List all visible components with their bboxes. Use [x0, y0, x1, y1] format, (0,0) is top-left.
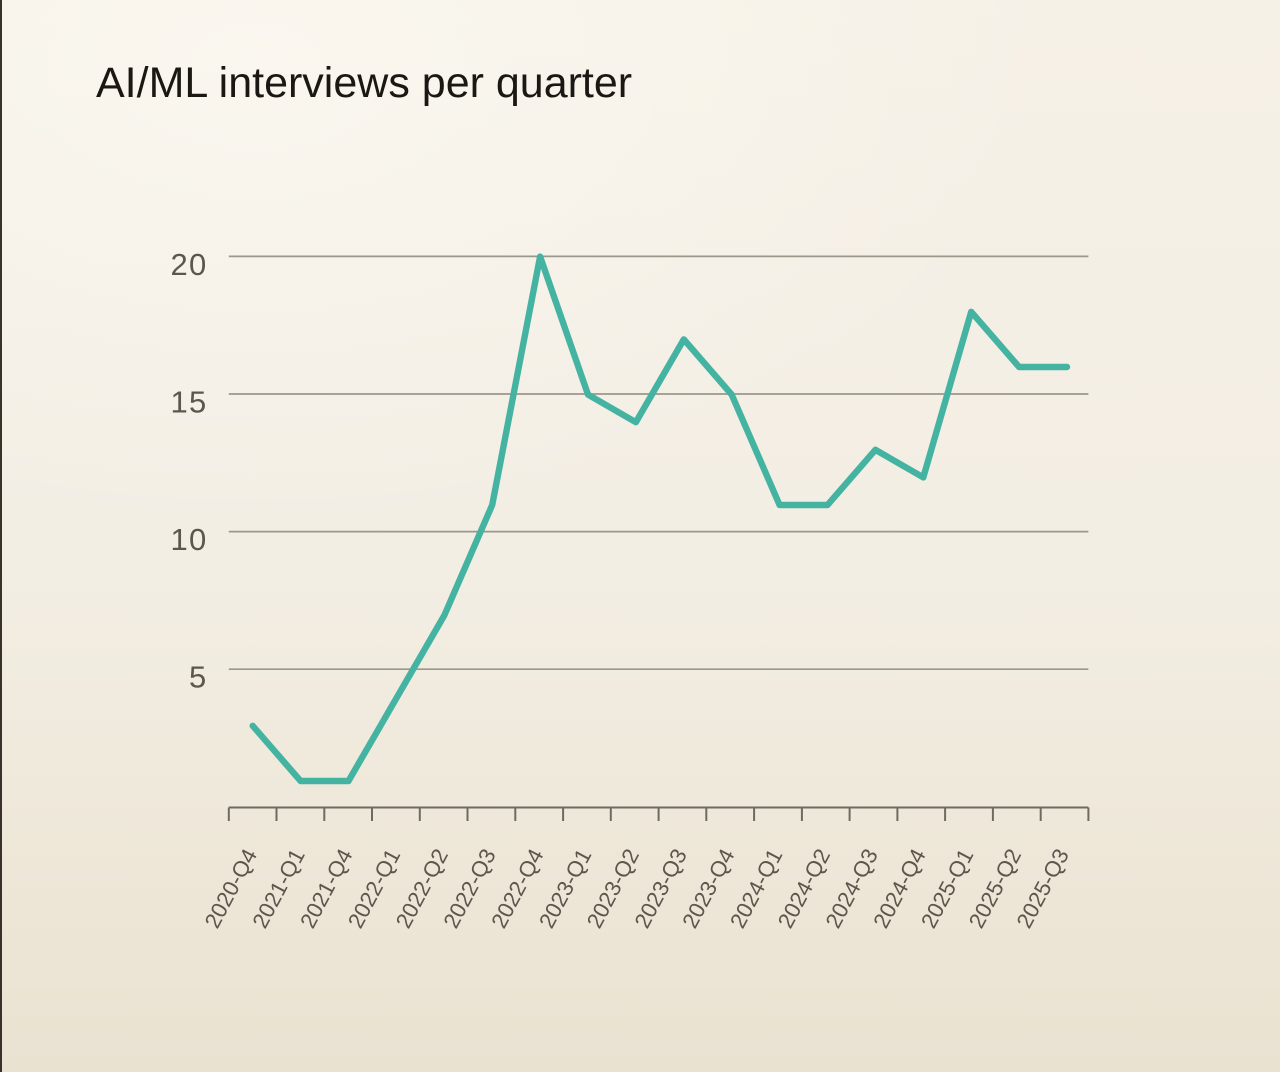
svg-text:5: 5	[189, 659, 207, 694]
svg-text:10: 10	[171, 522, 208, 557]
svg-text:15: 15	[171, 384, 208, 419]
svg-text:20: 20	[171, 247, 208, 282]
